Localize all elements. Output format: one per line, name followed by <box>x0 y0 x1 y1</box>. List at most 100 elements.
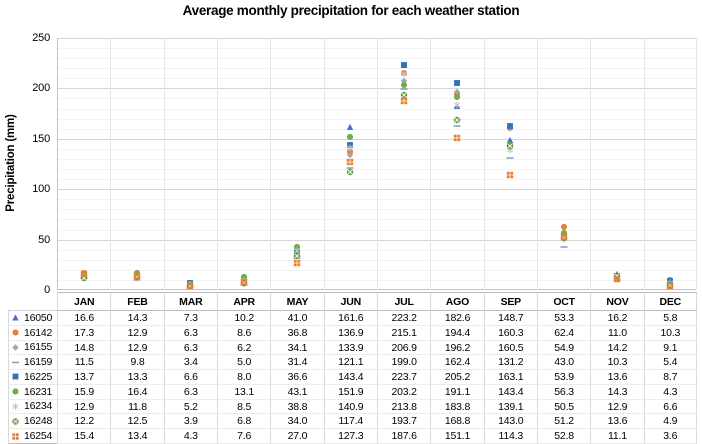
value-cell: 161.6 <box>323 311 377 326</box>
value-cell: 199.0 <box>376 355 431 371</box>
value-cell: 12.5 <box>110 414 164 430</box>
value-cell: 34.0 <box>270 414 324 430</box>
gridline <box>323 38 325 290</box>
point-16155-JUL <box>400 78 407 85</box>
value-cell: 3.9 <box>163 414 217 430</box>
y-tick-label: 150 <box>32 132 50 145</box>
y-tick-label: 0 <box>44 284 50 296</box>
point-16254-JUN <box>347 158 354 165</box>
value-cell: 160.3 <box>483 325 537 341</box>
value-cell: 6.8 <box>216 414 271 430</box>
gridline <box>110 38 112 290</box>
legend-key-cell: 16050 <box>8 311 57 326</box>
legend-key-cell: 16231 <box>8 384 57 400</box>
value-cell: 215.1 <box>376 325 431 341</box>
y-axis-title: Precipitation (mm) <box>5 114 17 212</box>
point-16231-AGO <box>453 94 461 101</box>
gridline <box>590 38 592 290</box>
value-cell: 4.3 <box>163 429 217 444</box>
month-header-cell: AGO <box>430 292 484 311</box>
triangle-marker-icon <box>12 314 19 321</box>
value-cell: 12.9 <box>590 399 644 415</box>
value-cell: 6.3 <box>163 340 217 356</box>
month-header-cell: JUL <box>376 292 431 311</box>
y-axis-line <box>57 38 58 290</box>
point-16231-JUN <box>347 133 354 140</box>
point-16254-MAR <box>187 282 194 289</box>
gridline <box>643 38 645 290</box>
value-cell: 36.6 <box>270 370 324 385</box>
value-cell: 12.9 <box>110 340 164 356</box>
value-cell: 11.1 <box>590 429 644 444</box>
value-cell: 13.1 <box>216 384 271 400</box>
value-cell: 13.3 <box>110 370 164 385</box>
value-cell: 50.5 <box>536 399 591 415</box>
value-cell: 213.8 <box>376 399 431 415</box>
value-cell: 131.2 <box>483 355 537 371</box>
value-cell: 4.3 <box>643 384 697 400</box>
value-cell: 151.9 <box>323 384 377 400</box>
gridline <box>270 38 272 290</box>
point-16050-JUN <box>347 124 354 131</box>
legend-key-cell: 16254 <box>8 429 57 444</box>
point-16254-SEP <box>507 171 514 179</box>
value-cell: 203.2 <box>376 384 431 400</box>
value-cell: 6.3 <box>163 384 217 400</box>
point-16231-JUL <box>400 82 407 89</box>
value-cell: 10.3 <box>590 355 644 371</box>
value-cell: 14.3 <box>590 384 644 400</box>
value-cell: 114.3 <box>483 429 537 444</box>
value-cell: 143.4 <box>323 370 377 385</box>
point-16248-JUN <box>347 168 354 175</box>
value-cell: 8.0 <box>216 370 271 385</box>
month-header-cell: JAN <box>57 292 111 311</box>
point-16234-JUL <box>400 70 407 79</box>
value-cell: 5.2 <box>163 399 217 415</box>
value-cell: 15.9 <box>57 384 111 400</box>
plot-area <box>57 38 697 290</box>
value-cell: 51.2 <box>536 414 591 430</box>
value-cell: 6.2 <box>216 340 271 356</box>
circle-x-marker-icon <box>12 418 19 425</box>
value-cell: 143.4 <box>483 384 537 400</box>
value-cell: 182.6 <box>430 311 484 326</box>
gridline <box>217 38 218 290</box>
gridline <box>377 38 378 290</box>
point-16234-JUN <box>347 144 354 152</box>
point-16248-SEP <box>507 142 514 150</box>
month-header-cell: APR <box>216 292 271 311</box>
value-cell: 34.1 <box>270 340 324 356</box>
value-cell: 168.8 <box>430 414 484 430</box>
month-header-cell: NOV <box>590 292 644 311</box>
value-cell: 12.2 <box>57 414 111 430</box>
value-cell: 11.0 <box>590 325 644 341</box>
value-cell: 7.3 <box>163 311 217 326</box>
y-tick-label: 50 <box>38 233 50 246</box>
legend-key-cell: 16159 <box>8 355 57 371</box>
value-cell: 10.3 <box>643 325 697 341</box>
point-16254-MAY <box>293 259 301 267</box>
value-cell: 16.2 <box>590 311 644 326</box>
point-16254-JUL <box>400 97 407 105</box>
value-cell: 162.4 <box>430 355 484 371</box>
value-cell: 183.8 <box>430 399 484 415</box>
value-cell: 53.3 <box>536 311 591 326</box>
value-cell: 205.2 <box>430 370 484 385</box>
value-cell: 54.9 <box>536 340 591 356</box>
value-cell: 12.9 <box>57 399 111 415</box>
value-cell: 31.4 <box>270 355 324 371</box>
value-cell: 6.3 <box>163 325 217 341</box>
point-16254-NOV <box>613 275 621 283</box>
value-cell: 15.4 <box>57 429 111 444</box>
asterisk-marker-icon <box>12 402 19 410</box>
point-16231-APR <box>240 273 247 280</box>
value-cell: 196.2 <box>430 340 484 356</box>
point-16159-JUN <box>346 164 354 171</box>
point-16248-MAY <box>293 252 301 259</box>
value-cell: 11.5 <box>57 355 111 371</box>
value-cell: 53.9 <box>536 370 591 385</box>
value-cell: 13.4 <box>110 429 164 444</box>
point-16254-APR <box>240 279 247 286</box>
value-cell: 5.8 <box>643 311 697 326</box>
circle-marker-icon <box>12 388 19 395</box>
